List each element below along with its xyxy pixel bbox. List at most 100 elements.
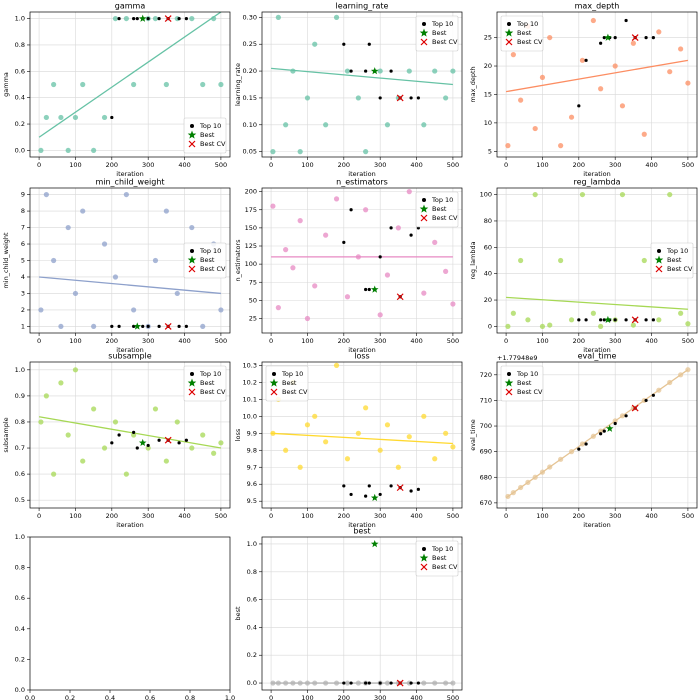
top10-point [157, 324, 161, 329]
top10-point [577, 104, 581, 108]
cross-stroke [396, 293, 404, 301]
y-tick-label: 700 [480, 422, 492, 430]
legend-box [650, 242, 694, 279]
top10-point [110, 441, 114, 445]
y-tick-label: 0.4 [247, 623, 257, 631]
top10-point [184, 438, 188, 442]
trial-point [421, 122, 427, 128]
legend-marker [420, 563, 428, 571]
x-tick-label: 0 [269, 337, 273, 345]
trial-point [80, 458, 86, 464]
top10-point [141, 324, 145, 329]
top10-point [110, 115, 114, 120]
x-tick-label: 0 [504, 512, 508, 520]
x-tick-label: 100 [536, 512, 548, 520]
y-axis-label: max_depth [469, 66, 477, 102]
top10-point [146, 16, 150, 21]
trial-point [38, 147, 44, 154]
top10-point [110, 324, 114, 329]
cross-stroke [188, 388, 196, 396]
trial-point [101, 241, 108, 247]
trial-point [678, 46, 684, 52]
y-tick-label: 25 [484, 34, 492, 42]
y-tick-label: 0.15 [243, 94, 257, 102]
data-layer [38, 12, 224, 154]
best-cv-point [164, 15, 172, 23]
legend-box [183, 365, 227, 402]
trial-point [101, 114, 108, 121]
legend-label: Top 10 [281, 370, 303, 378]
x-tick-label: 300 [142, 337, 154, 345]
trial-point [344, 294, 351, 300]
trial-point [333, 196, 340, 202]
y-tick-label: 720 [480, 371, 492, 379]
trend-line [506, 296, 688, 310]
x-tick-label: 0.4 [105, 694, 115, 700]
y-axis-label: subsample [2, 417, 10, 452]
top10-point [409, 681, 413, 685]
top10-point [416, 487, 420, 491]
top10-point [644, 318, 648, 322]
trial-point [283, 247, 289, 253]
top10-point [132, 16, 136, 21]
y-tick-label: 1.0 [247, 540, 257, 548]
trend-line [271, 67, 453, 86]
trial-point [510, 310, 516, 316]
legend-label: Top 10 [666, 247, 688, 255]
x-tick-label: 200 [106, 161, 118, 169]
subplot-title: learning_rate [336, 2, 389, 11]
legend-label: Best CV [432, 214, 458, 222]
subplot: 01002003004005000.00.20.40.60.81.0bestit… [234, 527, 463, 700]
top10-point [177, 441, 181, 445]
best-point [370, 493, 379, 502]
legend-box [183, 242, 227, 279]
legend-label: Best CV [432, 563, 458, 571]
x-tick-label: 100 [69, 161, 81, 169]
trial-point [630, 40, 636, 46]
y-tick-label: 0 [488, 322, 492, 330]
top10-point [584, 442, 588, 446]
trial-point [131, 307, 137, 313]
y-tick-label: 100 [245, 260, 257, 268]
y-tick-label: 0.8 [247, 568, 257, 576]
trial-point [355, 430, 361, 436]
best-cv-point [631, 316, 639, 324]
legend-label: Best CV [200, 140, 226, 148]
axes-frame [496, 11, 698, 158]
cross-stroke [631, 404, 639, 412]
x-tick-label: 100 [301, 694, 313, 700]
x-tick-label: 400 [410, 337, 422, 345]
trial-point [189, 15, 195, 22]
x-axis-label: iteration [116, 170, 143, 178]
trial-point [590, 17, 596, 24]
y-tick-label: 9.7 [247, 463, 257, 471]
x-tick-label: 0.8 [185, 694, 195, 700]
top10-point [409, 96, 413, 100]
legend-marker [654, 255, 664, 264]
top10-point [378, 681, 382, 685]
y-tick-label: 1.0 [15, 15, 25, 23]
legend-label: Best [200, 131, 215, 139]
axes-frame [496, 187, 698, 334]
trial-point [532, 125, 538, 132]
legend-label: Best CV [432, 38, 458, 46]
axes-frame [496, 361, 698, 509]
legend-label: Best CV [200, 265, 226, 273]
trial-point [163, 81, 169, 88]
y-tick-label: 25 [249, 315, 257, 323]
y-tick-label: 80 [484, 217, 492, 225]
x-tick-label: 100 [301, 512, 313, 520]
legend-box [500, 365, 544, 402]
trial-point [283, 447, 289, 453]
axes-frame [261, 187, 463, 334]
trial-point [384, 122, 391, 128]
top10-point [367, 681, 371, 685]
subplot: 0 100 200 300 400 500 1 2 3 4 5 6 7 8 9 min_child_weigh… [2, 178, 231, 354]
trial-point [505, 143, 511, 149]
x-tick-label: 0 [504, 337, 508, 345]
trial-point [656, 317, 662, 323]
x-tick-label: 500 [215, 512, 227, 520]
trial-point [678, 310, 684, 316]
